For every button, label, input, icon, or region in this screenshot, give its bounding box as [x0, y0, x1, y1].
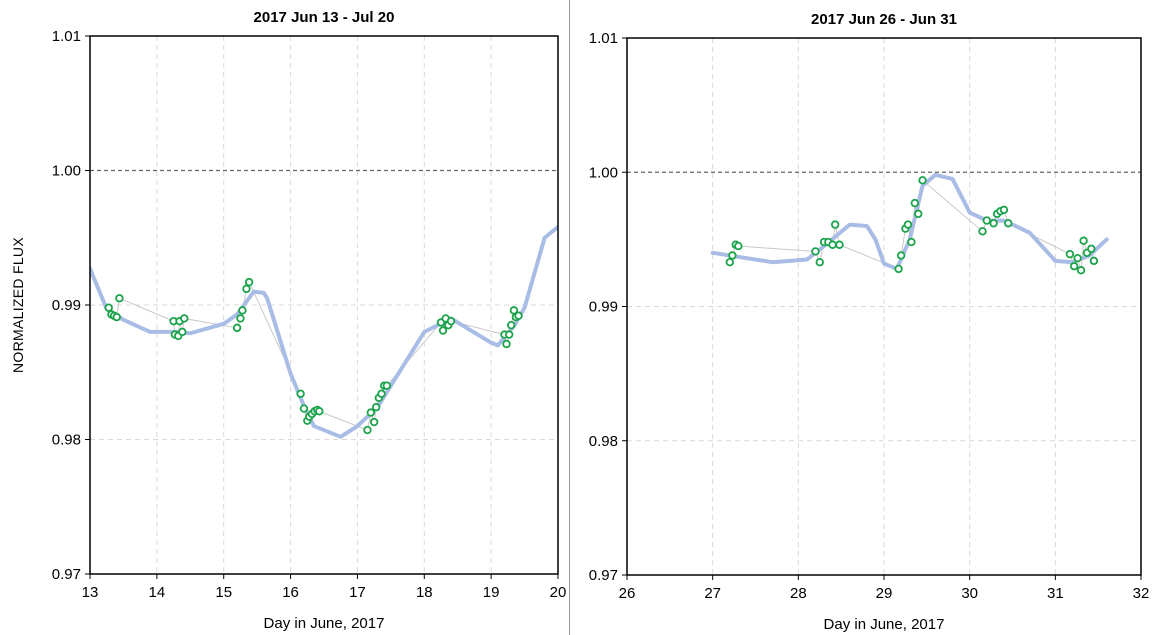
y-tick-label: 0.98 [52, 432, 81, 449]
y-tick-label: 1.01 [589, 30, 618, 47]
x-tick-label: 30 [961, 585, 978, 602]
data-point [815, 257, 824, 267]
chart-panel-2: 26 27 28 29 30 31 32 0.97 0.98 0.99 1.00 1.01 2017 J… [589, 11, 1150, 633]
data-point [1073, 253, 1082, 263]
data-point [1065, 249, 1075, 259]
y-tick-label: 1.00 [52, 163, 81, 180]
x-tick-label: 29 [876, 585, 893, 602]
data-point [894, 264, 903, 274]
data-point [507, 320, 516, 330]
data-point [1087, 244, 1096, 253]
data-point [112, 312, 121, 322]
data-point [1069, 262, 1079, 271]
data-point [828, 240, 837, 249]
panel-divider [569, 0, 570, 635]
x-tick-label: 17 [349, 584, 366, 601]
data-point [382, 381, 392, 390]
x-tick-label: 15 [215, 584, 232, 601]
x-tick-label: 18 [416, 584, 433, 601]
data-point [999, 205, 1009, 215]
data-point [918, 176, 927, 185]
y-tick-label: 0.97 [589, 567, 618, 584]
y-tick-label: 0.97 [52, 566, 81, 583]
data-point [1079, 236, 1088, 245]
data-point [366, 408, 375, 417]
data-point [104, 303, 113, 312]
data-point [830, 220, 840, 229]
x-axis-label: Day in June, 2017 [264, 615, 385, 632]
y-tick-label: 0.98 [589, 433, 618, 450]
data-point [236, 314, 245, 323]
data-point [734, 241, 743, 251]
data-point [910, 198, 920, 208]
data-point [835, 240, 844, 249]
x-tick-label: 13 [82, 584, 99, 601]
x-tick-label: 28 [790, 585, 807, 602]
data-point [242, 284, 251, 294]
data-point [178, 327, 187, 337]
x-tick-label: 27 [704, 585, 721, 602]
data-point [504, 330, 514, 339]
data-point [896, 251, 906, 260]
y-tick-label: 0.99 [589, 299, 618, 316]
y-tick-label: 1.01 [52, 28, 81, 45]
data-point [725, 257, 734, 267]
chart-title: 2017 Jun 13 - Jul 20 [254, 9, 395, 26]
data-point [238, 306, 247, 315]
data-point [296, 389, 305, 398]
x-tick-label: 16 [282, 584, 299, 601]
data-point [978, 227, 987, 236]
data-point [315, 407, 324, 416]
data-point [369, 417, 379, 427]
y-tick-label: 0.99 [52, 297, 81, 314]
data-point [377, 389, 386, 398]
x-tick-label: 20 [550, 584, 567, 601]
data-point [244, 277, 254, 287]
data-point [446, 316, 456, 326]
data-point [989, 219, 998, 228]
data-point [1076, 266, 1086, 275]
data-point [1004, 219, 1013, 228]
x-tick-label: 32 [1133, 585, 1150, 602]
data-point [903, 220, 913, 229]
x-tick-label: 31 [1047, 585, 1064, 602]
x-axis-label: Day in June, 2017 [824, 616, 945, 633]
data-point [811, 247, 820, 256]
x-tick-label: 19 [483, 584, 500, 601]
x-tick-label: 26 [619, 585, 636, 602]
data-point [363, 425, 372, 435]
data-point [914, 209, 923, 219]
model-curve [90, 224, 558, 439]
chart-panel-1: 13 14 15 16 17 18 19 20 0.97 0.98 0.99 1.00 1.01 2017… [10, 9, 566, 632]
data-point [180, 314, 189, 323]
data-point [982, 216, 991, 225]
chart-title: 2017 Jun 26 - Jun 31 [811, 11, 957, 28]
data-point [232, 323, 242, 333]
data-point [907, 237, 916, 247]
x-tick-label: 14 [149, 584, 166, 601]
data-point [115, 294, 124, 303]
y-axis-label: NORMALIZED FLUX [10, 237, 26, 373]
data-point [371, 403, 381, 412]
data-point [502, 339, 511, 349]
data-point [299, 404, 309, 413]
y-tick-label: 1.00 [589, 164, 618, 181]
data-point [728, 251, 737, 260]
data-point [514, 311, 523, 320]
data-point [1089, 256, 1099, 266]
data-point [438, 326, 448, 335]
